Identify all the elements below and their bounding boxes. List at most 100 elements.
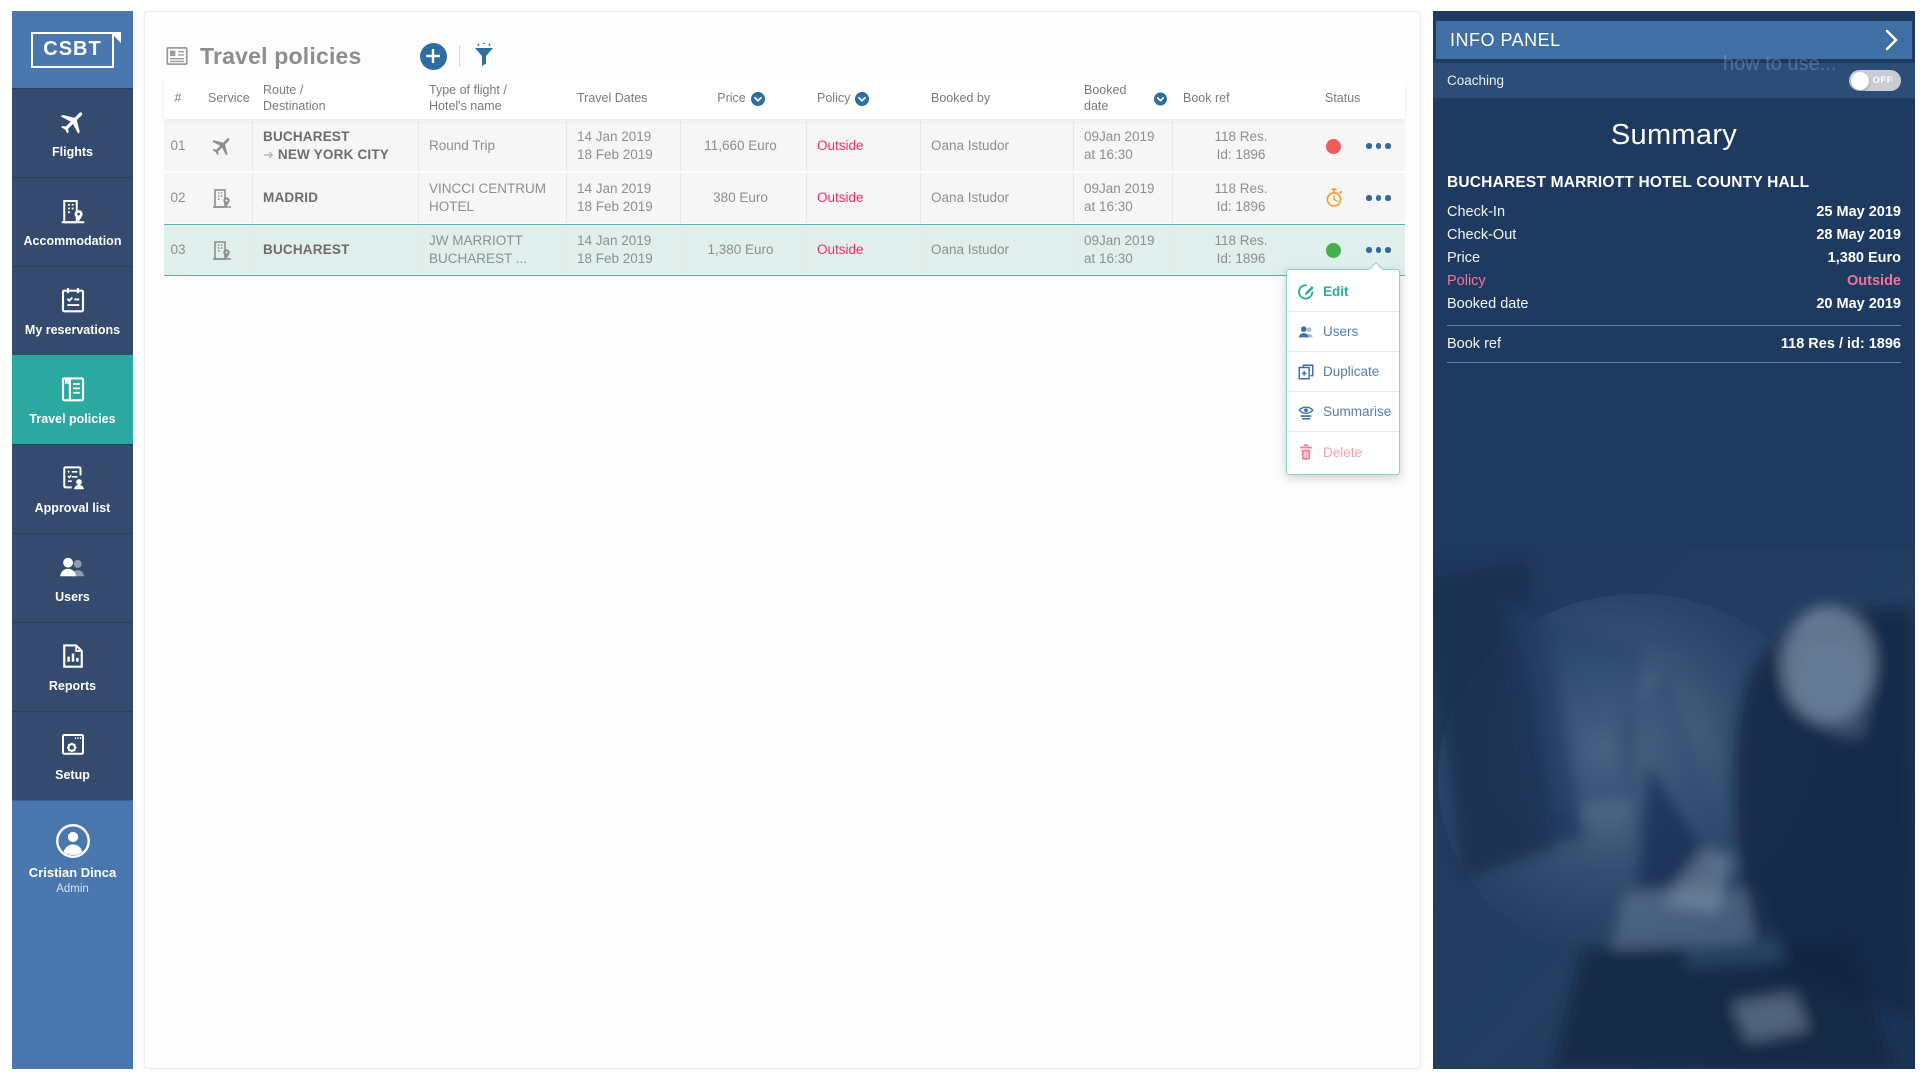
summary-row-price: Price 1,380 Euro bbox=[1447, 249, 1901, 266]
summary-row-check-in: Check-In 25 May 2019 bbox=[1447, 203, 1901, 220]
sidebar-item-flights[interactable]: Flights bbox=[12, 88, 133, 177]
sort-down-icon[interactable] bbox=[855, 92, 870, 106]
actions-cell bbox=[1358, 173, 1405, 223]
context-menu-item-duplicate[interactable]: Duplicate bbox=[1287, 352, 1399, 392]
col-header-price[interactable]: Price bbox=[681, 79, 807, 119]
booked-date-cell: 09Jan 2019 at 16:30 bbox=[1074, 225, 1173, 275]
sort-down-icon[interactable] bbox=[1154, 92, 1167, 106]
sidebar-item-setup[interactable]: Setup bbox=[12, 711, 133, 800]
sidebar-item-label: Accommodation bbox=[23, 233, 122, 248]
travel-policies-title-icon bbox=[166, 47, 188, 65]
logo-fold-decoration bbox=[109, 31, 121, 43]
chevron-right-icon[interactable] bbox=[1885, 29, 1898, 51]
sidebar-item-travel-policies[interactable]: Travel policies bbox=[12, 355, 133, 444]
context-menu-item-edit[interactable]: Edit bbox=[1287, 272, 1399, 312]
sidebar-item-label: Approval list bbox=[34, 500, 111, 515]
table-row-2[interactable]: 02 MADRID VINCCI CENTRUM HOTEL 14 Jan 201… bbox=[164, 173, 1405, 223]
col-header-policy[interactable]: Policy bbox=[807, 79, 921, 119]
sidebar-item-label: Reports bbox=[48, 678, 97, 693]
summary-row-booked-date: Booked date 20 May 2019 bbox=[1447, 295, 1901, 312]
divider bbox=[1447, 325, 1901, 326]
dates-cell: 14 Jan 2019 18 Feb 2019 bbox=[567, 225, 681, 275]
user-icon bbox=[1298, 325, 1313, 337]
sidebar: CSBT Flights Accommodation bbox=[12, 11, 133, 1069]
row-menu-button-open[interactable] bbox=[1362, 241, 1395, 259]
table-row-3-selected[interactable]: 03 BUCHAREST JW MARRIOTT BUCHAREST ... 14… bbox=[164, 225, 1405, 275]
status-cell bbox=[1315, 173, 1358, 223]
col-header-booked-by: Booked by bbox=[931, 91, 991, 106]
type-cell: VINCCI CENTRUM HOTEL bbox=[419, 173, 567, 223]
context-menu-item-delete[interactable]: Delete bbox=[1287, 432, 1399, 472]
sidebar-item-accommodation[interactable]: Accommodation bbox=[12, 177, 133, 266]
divider bbox=[458, 45, 460, 67]
travel-policies-table: # Service Route / Destination Type of fli… bbox=[164, 79, 1405, 275]
col-header-travel-dates: Travel Dates bbox=[577, 91, 648, 106]
type-cell: JW MARRIOTT BUCHAREST ... bbox=[419, 225, 567, 275]
info-panel-title: INFO PANEL bbox=[1450, 29, 1561, 50]
booked-date-cell: 09Jan 2019 at 16:30 bbox=[1074, 121, 1173, 171]
coaching-label: Coaching bbox=[1447, 73, 1505, 88]
sidebar-item-reports[interactable]: Reports bbox=[12, 622, 133, 711]
table-row-1[interactable]: 01 BUCHAREST NEW YORK CITY Round Trip 14… bbox=[164, 121, 1405, 171]
reservations-icon bbox=[61, 287, 84, 312]
status-cell bbox=[1315, 121, 1358, 171]
summary-section: Summary BUCHAREST MARRIOTT HOTEL COUNTY … bbox=[1447, 119, 1901, 373]
sidebar-item-label: Travel policies bbox=[29, 411, 116, 426]
logo-block: CSBT bbox=[12, 11, 133, 88]
duplicate-icon bbox=[1298, 364, 1314, 379]
row-menu-button[interactable] bbox=[1362, 189, 1395, 207]
col-header-booked-date[interactable]: Booked date bbox=[1074, 79, 1173, 119]
csbt-logo: CSBT bbox=[31, 31, 121, 68]
info-panel: how to use... INFO PANEL Coaching OFF Su… bbox=[1433, 11, 1915, 1069]
route-cell: BUCHAREST NEW YORK CITY bbox=[253, 121, 419, 171]
status-pending-icon bbox=[1326, 188, 1342, 207]
add-policy-button[interactable] bbox=[419, 42, 447, 70]
type-cell: Round Trip bbox=[419, 121, 567, 171]
sort-down-icon[interactable] bbox=[750, 92, 765, 106]
context-menu-item-summarise[interactable]: Summarise bbox=[1287, 392, 1399, 432]
col-header-num: # bbox=[174, 91, 182, 106]
booked-date-cell: 09Jan 2019 at 16:30 bbox=[1074, 173, 1173, 223]
divider bbox=[1447, 362, 1901, 363]
context-menu-item-users[interactable]: Users bbox=[1287, 312, 1399, 352]
price-cell: 11,660 Euro bbox=[681, 121, 807, 171]
booked-by-cell: Oana Istudor bbox=[921, 173, 1074, 223]
sidebar-item-label: Users bbox=[55, 589, 90, 604]
edit-icon bbox=[1298, 283, 1314, 299]
sidebar-item-users[interactable]: Users bbox=[12, 533, 133, 622]
filter-button[interactable] bbox=[472, 43, 496, 69]
summary-hotel-name: BUCHAREST MARRIOTT HOTEL COUNTY HALL bbox=[1447, 174, 1810, 191]
plane-icon bbox=[60, 111, 82, 134]
sidebar-profile[interactable]: Cristian Dinca Admin bbox=[12, 800, 133, 1069]
route-cell: MADRID bbox=[253, 173, 419, 223]
main-content: Travel policies # Service Route / Destina… bbox=[144, 11, 1421, 1069]
summarise-icon bbox=[1298, 405, 1314, 420]
profile-role: Admin bbox=[56, 883, 89, 895]
sidebar-item-my-reservations[interactable]: My reservations bbox=[12, 266, 133, 355]
booked-by-cell: Oana Istudor bbox=[921, 225, 1074, 275]
toggle-knob bbox=[1851, 71, 1869, 90]
status-rejected-icon bbox=[1326, 138, 1341, 154]
info-panel-header[interactable]: INFO PANEL bbox=[1436, 21, 1912, 59]
hotel-service-icon bbox=[213, 189, 231, 208]
row-number: 03 bbox=[170, 241, 186, 257]
row-context-menu: Edit Users Duplicate bbox=[1286, 261, 1400, 475]
row-number: 02 bbox=[170, 189, 186, 205]
row-menu-button[interactable] bbox=[1362, 137, 1395, 155]
sidebar-nav: Flights Accommodation bbox=[12, 88, 133, 800]
service-cell bbox=[198, 121, 253, 171]
booked-by-cell: Oana Istudor bbox=[921, 121, 1074, 171]
avatar-icon bbox=[55, 824, 90, 858]
table-header-row: # Service Route / Destination Type of fli… bbox=[164, 79, 1405, 119]
col-header-book-ref: Book ref bbox=[1183, 91, 1230, 106]
service-cell bbox=[198, 173, 253, 223]
page-title: Travel policies bbox=[200, 42, 362, 69]
profile-name: Cristian Dinca bbox=[28, 865, 117, 880]
coaching-toggle[interactable]: OFF bbox=[1849, 70, 1901, 91]
sidebar-item-approval-list[interactable]: Approval list bbox=[12, 444, 133, 533]
policy-cell: Outside bbox=[807, 225, 921, 275]
flight-service-icon bbox=[212, 138, 230, 156]
col-header-actions bbox=[1358, 79, 1405, 119]
route-cell: BUCHAREST bbox=[253, 225, 419, 275]
sidebar-item-label: My reservations bbox=[24, 322, 121, 337]
